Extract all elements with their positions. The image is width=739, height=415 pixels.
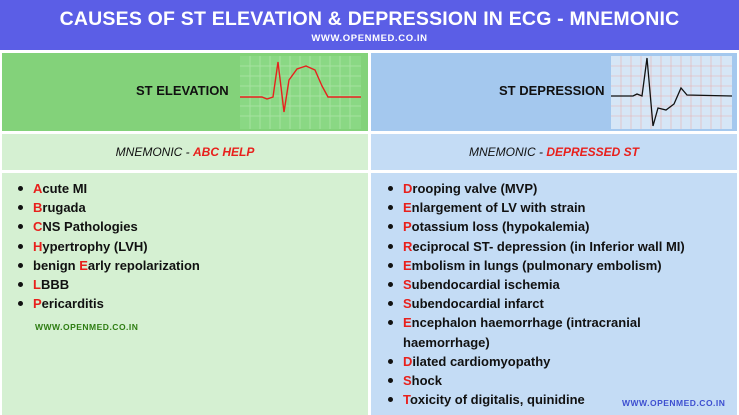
elevation-mnemonic-row: MNEMONIC - ABC HELP xyxy=(2,134,368,170)
list-item: Subendocardial ischemia xyxy=(385,275,715,294)
page-title: CAUSES OF ST ELEVATION & DEPRESSION IN E… xyxy=(59,8,680,30)
ecg-st-depression-icon xyxy=(611,56,732,129)
ecg-st-elevation-icon xyxy=(240,56,361,129)
list-item: Enlargement of LV with strain xyxy=(385,198,715,217)
list-item: Subendocardial infarct xyxy=(385,294,715,313)
elevation-mnemonic-label: MNEMONIC - xyxy=(115,145,190,159)
st-elevation-title: ST ELEVATION xyxy=(136,83,229,98)
st-depression-title: ST DEPRESSION xyxy=(499,83,605,98)
list-item: Shock xyxy=(385,371,715,390)
elevation-mnemonic-word: ABC HELP xyxy=(193,145,255,159)
depression-mnemonic-word: DEPRESSED ST xyxy=(546,145,640,159)
list-item: Embolism in lungs (pulmonary embolism) xyxy=(385,256,715,275)
list-item: Acute MI xyxy=(15,179,200,198)
list-item: LBBB xyxy=(15,275,200,294)
list-item: Pericarditis xyxy=(15,294,200,313)
depression-mnemonic-label: MNEMONIC - xyxy=(468,145,543,159)
banner-url: WWW.OPENMED.CO.IN xyxy=(311,33,428,44)
list-item: Drooping valve (MVP) xyxy=(385,179,715,198)
list-item: Reciprocal ST- depression (in Inferior w… xyxy=(385,237,715,256)
list-item: Dilated cardiomyopathy xyxy=(385,352,715,371)
elevation-url: WWW.OPENMED.CO.IN xyxy=(35,322,139,332)
st-depression-header: ST DEPRESSION xyxy=(371,53,737,131)
depression-url: WWW.OPENMED.CO.IN xyxy=(622,398,726,408)
list-item: benign Early repolarization xyxy=(15,256,200,275)
list-item: Potassium loss (hypokalemia) xyxy=(385,217,715,236)
st-elevation-header: ST ELEVATION xyxy=(2,53,368,131)
title-banner: CAUSES OF ST ELEVATION & DEPRESSION IN E… xyxy=(0,0,739,50)
elevation-causes-list: Acute MI Brugada CNS Pathologies Hypertr… xyxy=(15,179,200,313)
depression-mnemonic-row: MNEMONIC - DEPRESSED ST xyxy=(371,134,737,170)
depression-causes-panel: Drooping valve (MVP) Enlargement of LV w… xyxy=(371,173,737,415)
depression-causes-list: Drooping valve (MVP) Enlargement of LV w… xyxy=(385,179,715,409)
list-item: Hypertrophy (LVH) xyxy=(15,237,200,256)
list-item: Brugada xyxy=(15,198,200,217)
elevation-causes-panel: Acute MI Brugada CNS Pathologies Hypertr… xyxy=(2,173,368,415)
list-item: CNS Pathologies xyxy=(15,217,200,236)
list-item: Toxicity of digitalis, quinidine xyxy=(385,390,715,409)
list-item: Encephalon haemorrhage (intracranial hae… xyxy=(385,313,715,351)
